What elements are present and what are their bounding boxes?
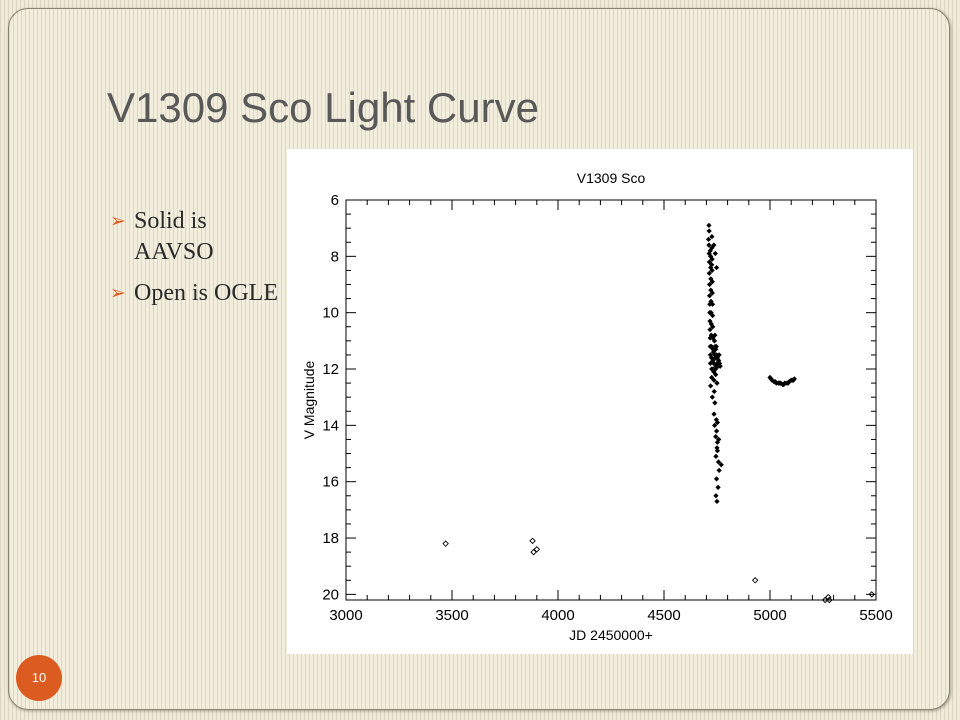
light-curve-chart: 3000 3500 4000 4500 5000 5500 6 8 10 12 14 16 18 20 V1… xyxy=(287,149,913,654)
aavso-point xyxy=(714,439,721,445)
ogle-point xyxy=(868,591,875,598)
x-tick-label: 3000 xyxy=(329,607,362,624)
aavso-point xyxy=(709,312,716,319)
aavso-point xyxy=(707,326,713,333)
aavso-point xyxy=(709,262,715,268)
aavso-point xyxy=(768,376,774,382)
x-tick-label: 3500 xyxy=(435,607,468,624)
aavso-point xyxy=(712,250,718,257)
aavso-point xyxy=(709,256,715,262)
ogle-point xyxy=(825,593,832,601)
bullet-list: ➢ Solid is AAVSO ➢ Open is OGLE xyxy=(110,206,285,320)
plot-frame xyxy=(345,199,877,601)
aavso-point xyxy=(706,228,712,234)
aavso-point xyxy=(710,360,717,367)
aavso-point xyxy=(717,363,723,369)
aavso-point xyxy=(716,352,722,358)
slide-title: V1309 Sco Light Curve xyxy=(107,84,539,131)
aavso-point xyxy=(715,484,721,490)
aavso-point xyxy=(776,380,783,386)
ogle-point xyxy=(442,540,449,547)
bullet-text: Open is OGLE xyxy=(134,280,278,307)
x-tick-label: 5500 xyxy=(859,607,892,624)
aavso-point xyxy=(709,301,716,307)
bullet-item: ➢ Solid is AAVSO xyxy=(110,206,285,268)
chart-svg: 3000 3500 4000 4500 5000 5500 6 8 10 12 14 16 18 20 V1… xyxy=(301,170,893,643)
aavso-point xyxy=(785,380,791,386)
aavso-point xyxy=(711,388,717,395)
x-tick-label: 4500 xyxy=(647,607,680,624)
aavso-point xyxy=(705,236,712,243)
aavso-point xyxy=(706,293,713,299)
aavso-point xyxy=(712,422,718,428)
y-tick-label: 8 xyxy=(331,248,339,265)
ogle-point xyxy=(533,546,541,553)
aavso-point xyxy=(711,377,717,383)
aavso-point xyxy=(713,264,720,271)
bullet-text: Solid is AAVSO xyxy=(134,208,214,266)
arrow-bullet-icon: ➢ xyxy=(110,211,126,232)
aavso-point xyxy=(713,453,719,459)
aavso-point xyxy=(706,281,713,288)
aavso-point xyxy=(712,400,718,406)
aavso-point xyxy=(714,419,721,426)
y-tick-label: 16 xyxy=(322,474,339,491)
aavso-point xyxy=(713,343,719,350)
ogle-point xyxy=(530,548,537,556)
aavso-point xyxy=(714,380,720,386)
x-axis-label: JD 2450000+ xyxy=(569,627,653,643)
aavso-point xyxy=(710,324,716,330)
aavso-point xyxy=(706,222,712,228)
aavso-point xyxy=(713,476,720,482)
page-number-badge: 10 xyxy=(16,655,62,701)
aavso-point xyxy=(706,259,712,265)
ogle-point xyxy=(826,596,833,604)
ogle-point xyxy=(529,537,536,545)
y-tick-label: 14 xyxy=(322,417,339,434)
y-tick-label: 6 xyxy=(331,192,339,209)
aavso-point xyxy=(781,381,787,388)
aavso-point xyxy=(709,374,715,381)
x-tick-label: 4000 xyxy=(541,607,574,624)
aavso-point xyxy=(709,267,715,274)
aavso-point xyxy=(711,338,718,344)
aavso-point xyxy=(707,248,713,254)
y-axis-label: V Magnitude xyxy=(301,360,317,439)
aavso-point xyxy=(709,279,715,285)
aavso-point xyxy=(715,459,722,465)
aavso-point xyxy=(772,379,778,385)
aavso-point xyxy=(709,290,715,296)
arrow-bullet-icon: ➢ xyxy=(110,283,126,305)
ogle-point xyxy=(751,577,759,584)
y-tick-label: 12 xyxy=(322,361,339,378)
aavso-point xyxy=(713,372,719,378)
aavso-point xyxy=(714,498,720,505)
aavso-point xyxy=(713,428,720,434)
aavso-point xyxy=(712,332,718,338)
aavso-point xyxy=(708,383,714,389)
ogle-point xyxy=(821,596,829,604)
x-tick-label: 5000 xyxy=(753,607,786,624)
aavso-point xyxy=(716,467,722,474)
aavso-point xyxy=(718,462,724,468)
aavso-point xyxy=(713,433,719,440)
y-tick-label: 20 xyxy=(322,586,339,603)
aavso-point xyxy=(709,394,715,400)
y-tick-label: 18 xyxy=(322,530,339,547)
y-tick-label: 10 xyxy=(322,305,339,322)
aavso-point xyxy=(789,377,795,383)
aavso-point xyxy=(706,242,712,248)
aavso-point xyxy=(711,411,717,417)
bullet-item: ➢ Open is OGLE xyxy=(110,278,285,309)
aavso-point xyxy=(713,493,719,499)
aavso-point xyxy=(712,366,719,372)
aavso-point xyxy=(711,242,717,248)
aavso-point xyxy=(706,270,712,276)
chart-title: V1309 Sco xyxy=(577,170,646,186)
aavso-point xyxy=(709,233,715,240)
aavso-point xyxy=(714,448,721,454)
